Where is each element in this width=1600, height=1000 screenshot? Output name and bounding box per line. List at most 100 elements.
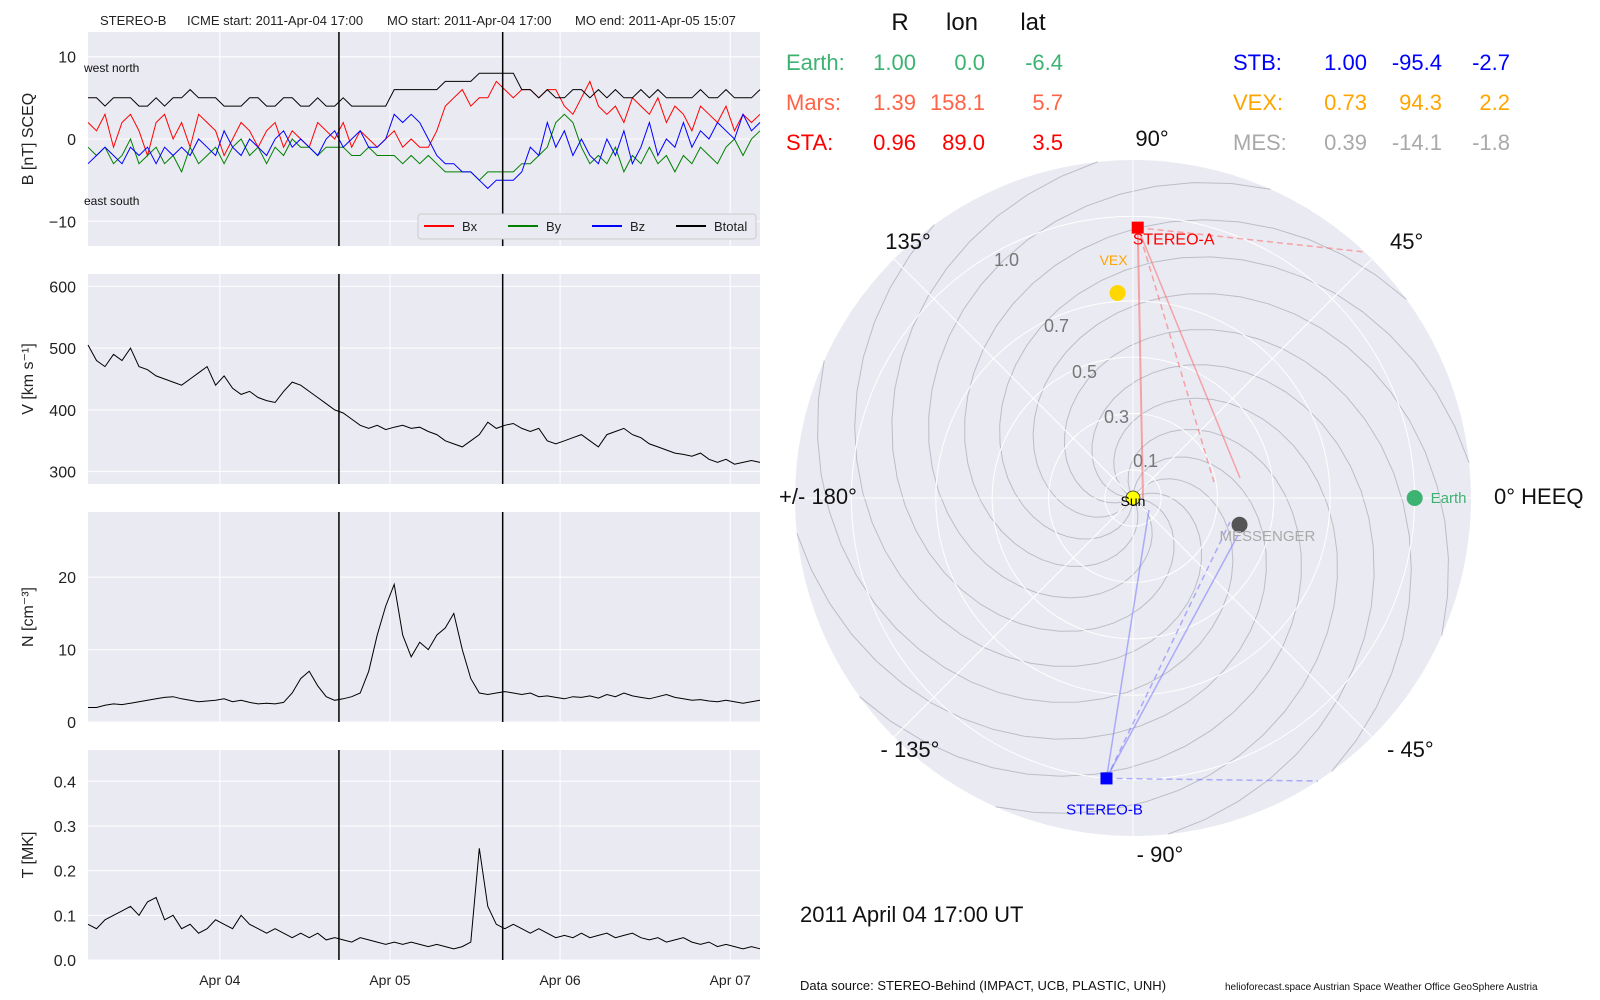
table-cell-right-2-2: -14.1 bbox=[1392, 130, 1442, 155]
table-header-lat: lat bbox=[1020, 9, 1046, 36]
stb-sun-line bbox=[1105, 509, 1150, 779]
table-header-lon: lon bbox=[946, 9, 978, 36]
y-axis-label: T [MK] bbox=[20, 832, 37, 879]
label-stereo-b: STEREO-B bbox=[1066, 801, 1143, 818]
sta-field-line-dashed bbox=[1137, 227, 1215, 483]
marker-vex bbox=[1109, 284, 1126, 301]
series-line-Btotal bbox=[88, 72, 761, 107]
radial-label: 0.3 bbox=[1104, 407, 1129, 427]
marker-messenger bbox=[1231, 516, 1248, 533]
table-cell-left-2-2: 89.0 bbox=[942, 130, 985, 155]
data-source: Data source: STEREO-Behind (IMPACT, UCB,… bbox=[800, 978, 1166, 993]
legend-entry-Bx: Bx bbox=[462, 219, 478, 234]
table-cell-right-0-3: -2.7 bbox=[1472, 50, 1510, 75]
panel-speed: 300 400 500 600 V [km s⁻¹] bbox=[20, 274, 761, 484]
annotation-bottom: east south bbox=[84, 194, 139, 208]
angular-grid-line bbox=[893, 258, 1134, 499]
y-axis-label: V [km s⁻¹] bbox=[20, 343, 37, 415]
credits: helioforecast.space Austrian Space Weath… bbox=[1225, 982, 1538, 993]
table-cell-left-0-0: Earth: bbox=[786, 50, 845, 75]
radial-label: 0.7 bbox=[1044, 316, 1069, 336]
header-mo-start: MO start: 2011-Apr-04 17:00 bbox=[387, 13, 552, 28]
x-tick-label: Apr 05 bbox=[369, 972, 410, 988]
x-tick-label: Apr 04 bbox=[199, 972, 240, 988]
angular-grid-line bbox=[1132, 497, 1373, 738]
body-stereo-a: STEREO-A bbox=[1131, 221, 1215, 249]
y-axis-label: N [cm⁻³] bbox=[20, 587, 37, 647]
angular-grid-line bbox=[1132, 258, 1373, 499]
table-cell-right-2-0: MES: bbox=[1233, 130, 1287, 155]
angle-label: +/- 180° bbox=[779, 484, 857, 509]
angular-grid-line bbox=[893, 497, 1134, 738]
legend-entry-Btotal: Btotal bbox=[714, 219, 747, 234]
y-tick-label: 0.3 bbox=[54, 819, 76, 836]
panel-temperature: 0.0 0.1 0.2 0.3 0.4 T [MK] Apr 04 Apr 05 Apr 06 A… bbox=[20, 750, 761, 988]
y-tick-label: 500 bbox=[49, 341, 76, 358]
y-tick-label: 10 bbox=[58, 50, 76, 67]
x-tick-label: Apr 06 bbox=[539, 972, 580, 988]
marker-stereo-a bbox=[1131, 221, 1144, 234]
table-cell-left-1-3: 5.7 bbox=[1032, 90, 1063, 115]
y-tick-label: 20 bbox=[58, 570, 76, 587]
table-cell-right-0-2: -95.4 bbox=[1392, 50, 1442, 75]
angle-label: 90° bbox=[1135, 126, 1168, 151]
radial-label: 0.5 bbox=[1072, 362, 1097, 382]
series-line-Bx bbox=[87, 80, 761, 158]
table-cell-left-1-2: 158.1 bbox=[930, 90, 985, 115]
table-cell-left-0-1: 1.00 bbox=[873, 50, 916, 75]
marker-earth bbox=[1406, 490, 1423, 506]
stb-arrival-line-dashed bbox=[1106, 777, 1319, 782]
y-tick-label: 0 bbox=[67, 715, 76, 732]
table-cell-left-1-1: 1.39 bbox=[873, 90, 916, 115]
body-messenger: MESSENGER bbox=[1220, 516, 1316, 545]
y-tick-label: 0.0 bbox=[54, 953, 76, 970]
legend-entry-Bz: Bz bbox=[630, 219, 645, 234]
y-tick-label: 0.1 bbox=[54, 908, 76, 925]
series-line-Bz bbox=[87, 113, 761, 190]
series-line-N bbox=[88, 582, 761, 708]
y-tick-label: 0.4 bbox=[54, 774, 76, 791]
table-header-r: R bbox=[891, 9, 908, 36]
panel-background bbox=[88, 274, 760, 484]
y-axis-label: B [nT] SCEQ bbox=[20, 93, 37, 185]
body-stereo-b: STEREO-B bbox=[1066, 772, 1143, 818]
table-cell-right-0-1: 1.00 bbox=[1324, 50, 1367, 75]
sta-field-line bbox=[1137, 227, 1241, 479]
header-mo-end: MO end: 2011-Apr-05 15:07 bbox=[575, 13, 736, 28]
label-sun: Sun bbox=[1121, 493, 1146, 509]
label-vex: VEX bbox=[1100, 252, 1129, 268]
legend: Bx By Bz Btotal bbox=[417, 213, 757, 240]
table-cell-right-1-3: 2.2 bbox=[1479, 90, 1510, 115]
angle-label: - 45° bbox=[1387, 737, 1434, 762]
y-tick-label: 10 bbox=[58, 643, 76, 660]
series-line-T bbox=[87, 848, 761, 950]
body-earth: Earth bbox=[1406, 490, 1467, 507]
sta-sun-line bbox=[1136, 227, 1144, 499]
table-cell-left-2-1: 0.96 bbox=[873, 130, 916, 155]
table-cell-right-2-1: 0.39 bbox=[1324, 130, 1367, 155]
radial-label: 0.1 bbox=[1133, 451, 1158, 471]
x-tick-label: Apr 07 bbox=[710, 972, 751, 988]
table-cell-right-1-0: VEX: bbox=[1233, 90, 1283, 115]
marker-sun bbox=[1125, 490, 1141, 506]
table-cell-left-0-2: 0.0 bbox=[954, 50, 985, 75]
sta-arrival-line-dashed bbox=[1137, 226, 1366, 253]
angle-label: - 135° bbox=[881, 737, 940, 762]
label-earth: Earth bbox=[1431, 490, 1467, 507]
angle-label: - 90° bbox=[1137, 842, 1184, 867]
y-tick-label: 0.2 bbox=[54, 864, 76, 881]
polar-plot: 0.1 0.3 0.5 0.7 1.0 0° HEEQ 45° 90° 135° +/- 180°… bbox=[779, 126, 1583, 867]
series-line-V bbox=[87, 344, 761, 465]
table-cell-right-0-0: STB: bbox=[1233, 50, 1282, 75]
y-tick-label: 0 bbox=[67, 132, 76, 149]
y-tick-label: −10 bbox=[49, 214, 76, 231]
stb-field-line-dashed bbox=[1105, 521, 1231, 779]
label-stereo-a: STEREO-A bbox=[1133, 232, 1215, 249]
angle-label: 135° bbox=[885, 229, 931, 254]
y-tick-label: 300 bbox=[49, 465, 76, 482]
y-tick-label: 400 bbox=[49, 403, 76, 420]
stb-field-line bbox=[1105, 534, 1239, 779]
table-cell-left-1-0: Mars: bbox=[786, 90, 841, 115]
